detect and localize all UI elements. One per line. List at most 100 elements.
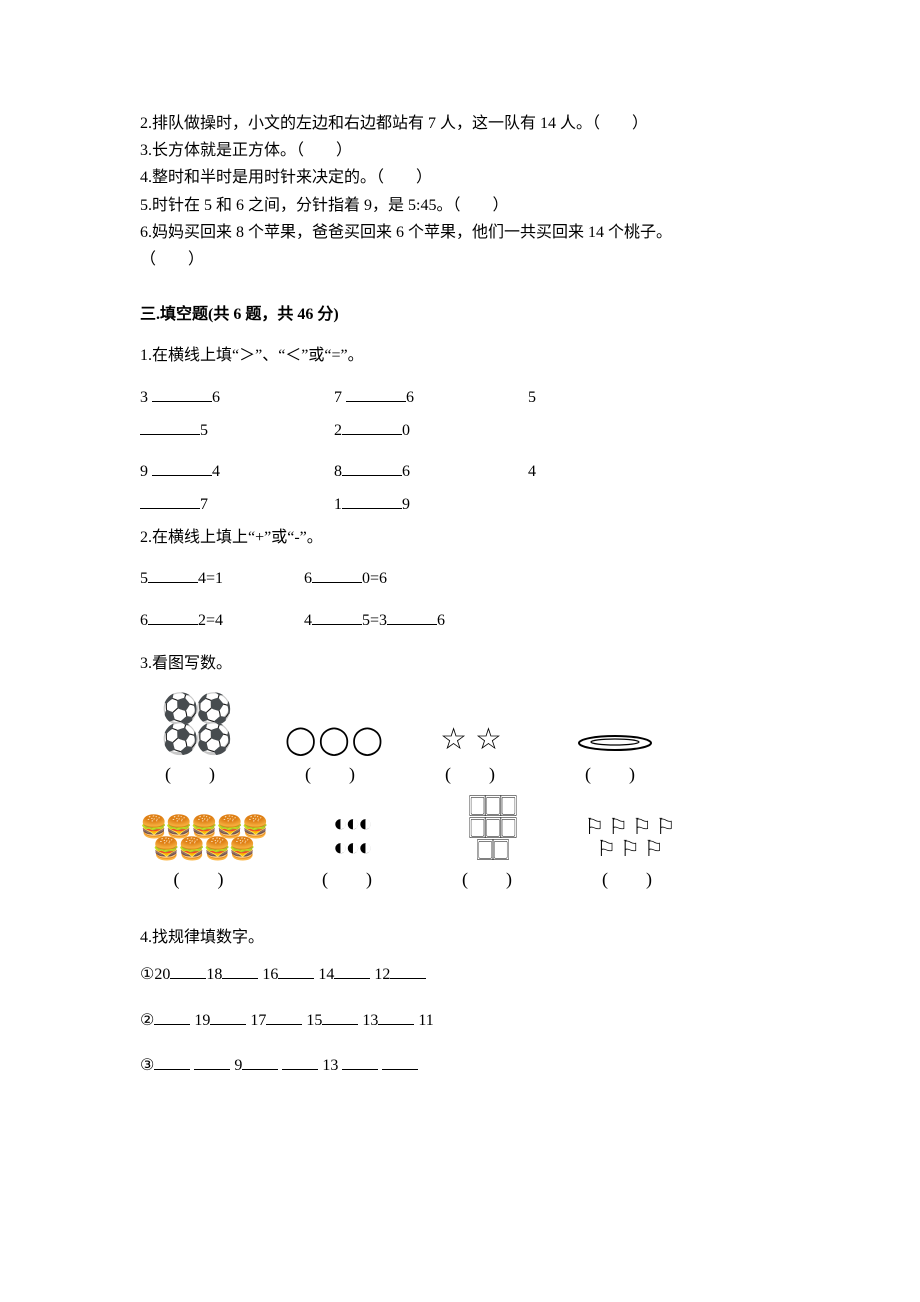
paren-blank[interactable]: ( ) [462,864,522,895]
v: 14 [318,966,334,983]
q2-r2-d: 5=3 [362,612,387,629]
cell-dolls: 🀆🀆🀆🀆🀆🀆🀆🀆 ( ) [437,794,547,895]
q2-r2-b: 2=4 [198,612,223,629]
paren-blank[interactable]: ( ) [305,759,365,790]
paren-blank[interactable]: ( ) [165,759,225,790]
blank[interactable] [194,1053,230,1070]
blank[interactable] [334,962,370,979]
ring-icons: ◯◯◯ [285,727,385,755]
q1-r3-c1: 4 [528,463,536,480]
q1-r2-e2: 0 [402,422,410,439]
q1-r3-b1: 8 [334,463,342,480]
worksheet-page: 2.排队做操时，小文的左边和右边都站有 7 人，这一队有 14 人。（ ） 3.… [0,0,920,1149]
blank[interactable] [152,385,212,402]
star-icons: ☆☆ [440,725,510,755]
v: 11 [418,1012,433,1029]
q1-r4-e1: 1 [334,496,342,513]
judge-q4: 4.整时和半时是用时针来决定的。（ ） [140,164,790,191]
q1-r3-a2: 4 [212,463,220,480]
q3-prompt: 3.看图写数。 [140,650,790,677]
blank[interactable] [346,385,406,402]
burger-icons: 🍔🍔🍔🍔🍔🍔🍔🍔🍔 [140,816,267,860]
q4-row1: ①2018 16 14 12 [140,961,790,988]
blank[interactable] [148,608,198,625]
blank[interactable] [382,1053,418,1070]
blank[interactable] [140,492,200,509]
q2-r2-e: 6 [437,612,445,629]
blank[interactable] [152,459,212,476]
q2-r1-b: 4=1 [198,570,223,587]
v: 13 [362,1012,378,1029]
v: 16 [262,966,278,983]
v: 20 [154,966,170,983]
q4-prompt: 4.找规律填数字。 [140,924,790,951]
blank[interactable] [342,492,402,509]
blank[interactable] [154,1008,190,1025]
flag-icons: ⚐⚐⚐⚐⚐⚐⚐ [585,816,680,860]
paren-blank[interactable]: ( ) [445,759,505,790]
blank[interactable] [322,1008,358,1025]
cell-flags: ⚐⚐⚐⚐⚐⚐⚐ ( ) [577,816,687,895]
blank[interactable] [222,962,258,979]
blank[interactable] [278,962,314,979]
q1-prompt: 1.在横线上填“＞”、“＜”或“=”。 [140,342,790,369]
blank[interactable] [242,1053,278,1070]
blank[interactable] [266,1008,302,1025]
q1-r1-b1: 7 [334,389,342,406]
blank[interactable] [154,1053,190,1070]
q4-row2: ② 19 17 15 13 11 [140,1007,790,1034]
paren-blank[interactable]: ( ) [173,864,233,895]
q1-row2: 5 2 0 [140,417,790,444]
q2-r2-a: 6 [140,612,148,629]
blank[interactable] [378,1008,414,1025]
blank[interactable] [390,962,426,979]
blank[interactable] [282,1053,318,1070]
blank[interactable] [148,566,198,583]
blank[interactable] [342,418,402,435]
blank[interactable] [312,566,362,583]
judge-q2: 2.排队做操时，小文的左边和右边都站有 7 人，这一队有 14 人。（ ） [140,110,790,137]
section3-title: 三.填空题(共 6 题，共 46 分) [140,301,790,328]
cell-stars: ☆☆ ( ) [420,725,530,790]
q4-r1-num: ① [140,966,154,983]
paren-blank[interactable]: ( ) [602,864,662,895]
blank[interactable] [140,418,200,435]
v: 15 [306,1012,322,1029]
q1-r2-d2: 5 [200,422,208,439]
q1-row3: 9 4 86 4 [140,458,790,485]
q2-row1: 54=1 60=6 [140,565,790,592]
blank[interactable] [342,1053,378,1070]
q1-r1-c1: 5 [528,389,536,406]
q1-r4-e2: 9 [402,496,410,513]
blank[interactable] [210,1008,246,1025]
q4-r3-num: ③ [140,1057,154,1074]
plate-icon [575,731,655,755]
doll-icons: 🀆🀆🀆🀆🀆🀆🀆🀆 [469,794,515,860]
paren-blank[interactable]: ( ) [322,864,382,895]
blank[interactable] [170,962,206,979]
blank[interactable] [387,608,437,625]
blank[interactable] [342,459,402,476]
v: 19 [194,1012,210,1029]
q3-fig-row2: 🍔🍔🍔🍔🍔🍔🍔🍔🍔 ( ) ◐◐◐◐◐◐ ( ) 🀆🀆🀆🀆🀆🀆🀆🀆 ( ) ⚐⚐… [140,794,790,895]
q1-r1-a2: 6 [212,389,220,406]
soccer-icons: ⚽⚽⚽⚽ [162,695,229,755]
q1-r1-a1: 3 [140,389,148,406]
q3-fig-row1: ⚽⚽⚽⚽ ( ) ◯◯◯ ( ) ☆☆ ( ) ( ) [140,695,790,790]
q1-r4-d2: 7 [200,496,208,513]
cell-seeds: ◐◐◐◐◐◐ ( ) [297,812,407,895]
q4-r2-num: ② [140,1012,154,1029]
q4-r3-a: 9 [234,1057,242,1074]
judge-q6b: （ ） [140,246,790,273]
v: 18 [206,966,222,983]
q1-r3-b2: 6 [402,463,410,480]
q1-r2-e1: 2 [334,422,342,439]
q2-r1-c: 6 [304,570,312,587]
judge-q3: 3.长方体就是正方体。（ ） [140,137,790,164]
paren-blank[interactable]: ( ) [585,759,645,790]
judge-q6a: 6.妈妈买回来 8 个苹果，爸爸买回来 6 个苹果，他们一共买回来 14 个桃子… [140,219,790,246]
q3-figure: ⚽⚽⚽⚽ ( ) ◯◯◯ ( ) ☆☆ ( ) ( ) [140,695,790,894]
judge-q5: 5.时针在 5 和 6 之间，分针指着 9，是 5:45。（ ） [140,192,790,219]
blank[interactable] [312,608,362,625]
v: 17 [250,1012,266,1029]
